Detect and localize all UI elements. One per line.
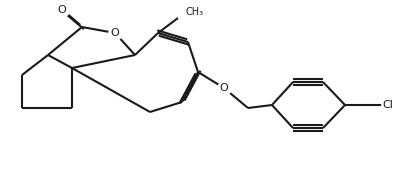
Text: O: O bbox=[220, 83, 228, 93]
Text: O: O bbox=[111, 28, 119, 38]
Text: CH₃: CH₃ bbox=[186, 7, 204, 17]
Text: O: O bbox=[58, 5, 67, 15]
Text: Cl: Cl bbox=[383, 100, 394, 110]
